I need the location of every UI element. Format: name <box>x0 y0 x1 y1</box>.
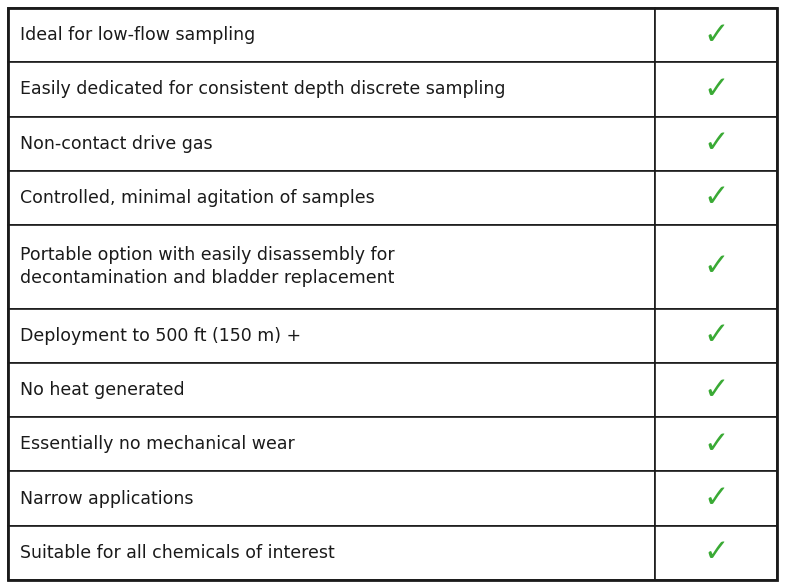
Bar <box>655 526 777 580</box>
Text: Easily dedicated for consistent depth discrete sampling: Easily dedicated for consistent depth di… <box>20 81 506 98</box>
Bar <box>8 309 655 363</box>
Text: Portable option with easily disassembly for
decontamination and bladder replacem: Portable option with easily disassembly … <box>20 246 395 288</box>
Bar <box>8 417 655 472</box>
Text: ✓: ✓ <box>703 21 729 49</box>
Text: No heat generated: No heat generated <box>20 381 184 399</box>
Bar <box>8 225 655 309</box>
Bar <box>8 8 655 62</box>
Text: Suitable for all chemicals of interest: Suitable for all chemicals of interest <box>20 544 334 562</box>
Text: Narrow applications: Narrow applications <box>20 490 193 507</box>
Bar <box>655 8 777 62</box>
Bar <box>8 116 655 171</box>
Bar <box>655 309 777 363</box>
Bar <box>8 363 655 417</box>
Text: ✓: ✓ <box>703 75 729 104</box>
Text: ✓: ✓ <box>703 539 729 567</box>
Text: Controlled, minimal agitation of samples: Controlled, minimal agitation of samples <box>20 189 374 207</box>
Bar <box>8 472 655 526</box>
Bar <box>655 472 777 526</box>
Text: ✓: ✓ <box>703 376 729 405</box>
Text: Ideal for low-flow sampling: Ideal for low-flow sampling <box>20 26 255 44</box>
Text: ✓: ✓ <box>703 129 729 158</box>
Bar <box>655 363 777 417</box>
Text: ✓: ✓ <box>703 484 729 513</box>
Text: Deployment to 500 ft (150 m) +: Deployment to 500 ft (150 m) + <box>20 327 301 345</box>
Bar <box>655 116 777 171</box>
Text: Non-contact drive gas: Non-contact drive gas <box>20 135 213 153</box>
Bar <box>8 526 655 580</box>
Bar <box>655 225 777 309</box>
Bar <box>655 171 777 225</box>
Bar <box>8 62 655 116</box>
Text: ✓: ✓ <box>703 183 729 212</box>
Bar <box>655 417 777 472</box>
Text: ✓: ✓ <box>703 430 729 459</box>
Text: Essentially no mechanical wear: Essentially no mechanical wear <box>20 435 294 453</box>
Text: ✓: ✓ <box>703 321 729 350</box>
Bar <box>655 62 777 116</box>
Bar <box>8 171 655 225</box>
Text: ✓: ✓ <box>703 252 729 282</box>
